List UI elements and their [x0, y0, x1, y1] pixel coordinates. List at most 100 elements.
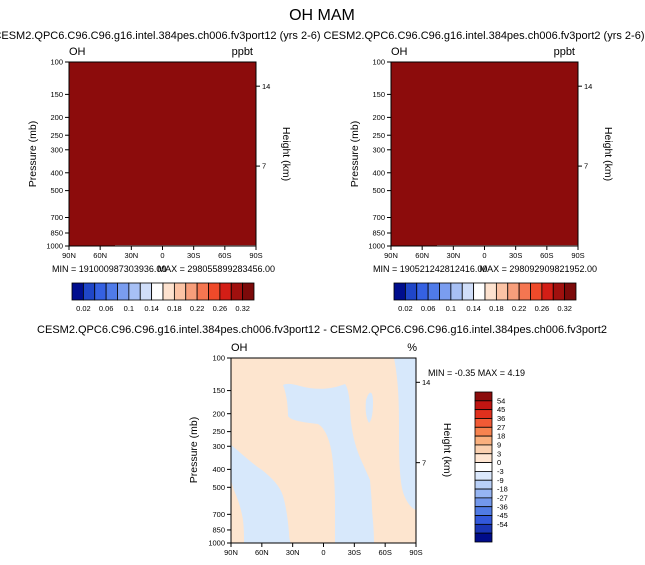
latitude-tick-label: 30S — [348, 548, 361, 557]
panel-1-height-axis: 14 7 — [256, 82, 270, 171]
colorbar-label: -3 — [497, 467, 504, 476]
colorbar-label: 0.14 — [144, 304, 159, 313]
pressure-tick-label: 500 — [212, 483, 225, 492]
panel-1-ylabel: Pressure (mb) — [27, 121, 39, 188]
colorbar-label: 0 — [497, 458, 501, 467]
pressure-tick-label: 700 — [372, 213, 385, 222]
panel-2-max-label: MAX = 298092909821952.00 — [480, 264, 597, 274]
panel-3-region-negative-center — [283, 383, 374, 543]
latitude-tick-label: 0 — [160, 251, 164, 260]
colorbar-swatch — [474, 506, 493, 516]
colorbar-swatch — [450, 282, 463, 301]
height-tick-label: 14 — [262, 82, 270, 91]
panel-1-y2label: Height (km) — [280, 127, 292, 181]
pressure-tick-label: 300 — [212, 442, 225, 451]
colorbar-label: -27 — [497, 493, 508, 502]
colorbar-label: 0.22 — [512, 304, 527, 313]
panel-1-y-axis: 100 150 200 250 300 400 500 700 850 1000 — [46, 58, 69, 251]
colorbar-swatch — [474, 435, 493, 446]
colorbar-swatch — [128, 282, 141, 301]
panel-3-x-axis: 90N 60N 30N 0 30S 60S 90S — [224, 543, 423, 557]
colorbar-swatch — [208, 282, 221, 301]
colorbar-label: 0.14 — [466, 304, 481, 313]
latitude-tick-label: 0 — [321, 548, 325, 557]
pressure-tick-label: 250 — [372, 131, 385, 140]
latitude-tick-label: 30S — [509, 251, 522, 260]
pressure-tick-label: 850 — [212, 526, 225, 535]
panel-1-field — [69, 62, 256, 246]
colorbar-label: 0.26 — [535, 304, 550, 313]
panel-3-title: CESM2.QPC6.C96.C96.g16.intel.384pes.ch00… — [37, 324, 607, 336]
colorbar-swatch — [404, 282, 418, 301]
panel-2-right-label: ppbt — [554, 46, 575, 58]
height-tick-label: 7 — [584, 162, 588, 171]
colorbar-swatch — [185, 282, 198, 301]
colorbar-label: 0.1 — [124, 304, 134, 313]
latitude-tick-label: 90S — [249, 251, 262, 260]
panel-1-title: CESM2.QPC6.C96.C96.g16.intel.384pes.ch00… — [0, 30, 321, 42]
pressure-tick-label: 250 — [50, 131, 63, 140]
pressure-tick-label: 1000 — [46, 242, 63, 251]
colorbar-swatch — [173, 282, 187, 301]
colorbar-swatch — [71, 282, 84, 301]
panel-2: CESM2.QPC6.C96.C96.g16.intel.384pes.ch00… — [324, 30, 645, 274]
colorbar-swatch — [242, 282, 255, 301]
panel-3-y-axis: 100 150 200 250 300 400 500 700 850 1000 — [208, 354, 231, 548]
panel-2-min-label: MIN = 190521242812416.00 — [373, 264, 487, 274]
height-tick-label: 7 — [422, 458, 426, 467]
colorbar-swatch — [94, 282, 107, 301]
height-tick-label: 14 — [584, 82, 592, 91]
colorbar-label: -18 — [497, 485, 508, 494]
panel-3: CESM2.QPC6.C96.C96.g16.intel.384pes.ch00… — [37, 324, 607, 557]
colorbar-swatch — [507, 282, 520, 301]
colorbar-swatch — [196, 282, 209, 301]
panel-1-left-label: OH — [69, 46, 86, 58]
latitude-tick-label: 60N — [415, 251, 429, 260]
colorbar-swatch — [427, 282, 440, 301]
latitude-tick-label: 30N — [286, 548, 300, 557]
pressure-tick-label: 200 — [372, 113, 385, 122]
colorbar-swatch — [162, 282, 175, 301]
pressure-tick-label: 100 — [50, 58, 63, 67]
panel-2-y2label: Height (km) — [602, 127, 614, 181]
colorbar-label: 45 — [497, 405, 505, 414]
latitude-tick-label: 0 — [482, 251, 486, 260]
colorbar-swatch — [474, 515, 493, 525]
colorbar-label: 0.1 — [446, 304, 456, 313]
colorbar-swatch — [495, 282, 509, 301]
colorbar-swatch — [474, 471, 493, 481]
height-tick-label: 14 — [422, 378, 430, 387]
colorbar-label: -9 — [497, 476, 504, 485]
colorbar-label: -45 — [497, 511, 508, 520]
colorbar-swatch — [461, 282, 475, 301]
colorbar-label: -54 — [497, 520, 508, 529]
colorbar-label: 0.26 — [213, 304, 228, 313]
pressure-tick-label: 200 — [212, 409, 225, 418]
pressure-tick-label: 850 — [372, 229, 385, 238]
colorbar-swatch — [82, 282, 96, 301]
panel-3-region-negative-right — [394, 358, 416, 510]
colorbar-label: 0.02 — [398, 304, 413, 313]
panel-2-x-axis: 90N 60N 30N 0 30S 60S 90S — [384, 246, 585, 260]
latitude-tick-label: 60N — [93, 251, 107, 260]
latitude-tick-label: 60N — [255, 548, 269, 557]
colorbar-label: 36 — [497, 414, 505, 423]
colorbar-swatch — [474, 497, 493, 508]
panel-3-region-negative-left — [231, 445, 291, 543]
panel-1-right-label: ppbt — [232, 46, 253, 58]
panel-1-min-label: MIN = 191000987303936.00 — [52, 264, 166, 274]
panel-2-left-label: OH — [391, 46, 408, 58]
panel-1-colorbar: 0.02 0.06 0.1 0.14 0.18 0.22 0.26 0.32 — [71, 282, 255, 313]
colorbar-label: 18 — [497, 432, 505, 441]
colorbar-swatch — [474, 462, 493, 472]
pressure-tick-label: 500 — [50, 186, 63, 195]
panel-3-minmax-label: MIN = -0.35 MAX = 4.19 — [428, 368, 525, 378]
latitude-tick-label: 30N — [446, 251, 460, 260]
colorbar-swatch — [484, 282, 497, 301]
pressure-tick-label: 150 — [50, 90, 63, 99]
colorbar-label: 27 — [497, 423, 505, 432]
pressure-tick-label: 300 — [372, 145, 385, 154]
pressure-tick-label: 400 — [372, 168, 385, 177]
latitude-tick-label: 30N — [124, 251, 138, 260]
